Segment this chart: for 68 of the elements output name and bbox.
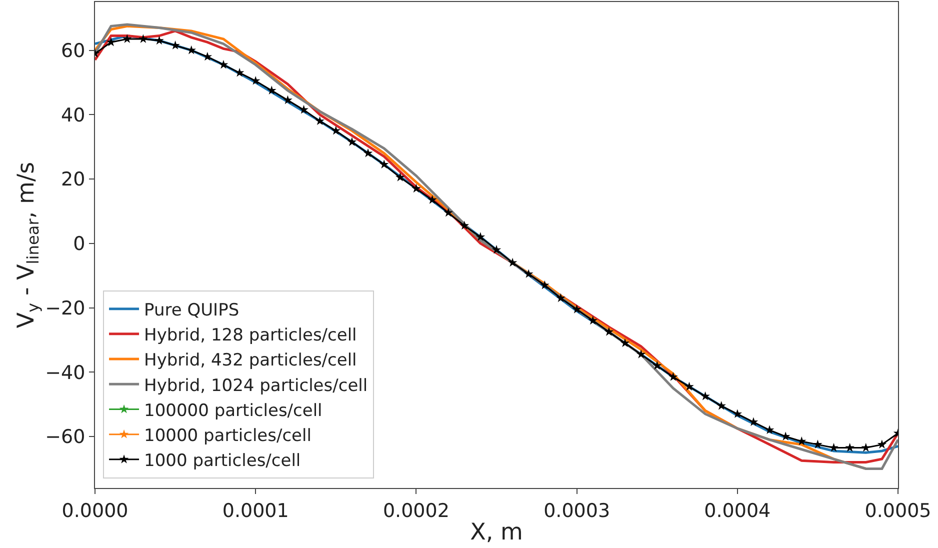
point — [861, 442, 871, 452]
legend-label: Hybrid, 128 particles/cell — [144, 326, 357, 346]
point — [604, 327, 614, 336]
legend-label: 1000 particles/cell — [144, 451, 301, 472]
point — [428, 195, 437, 204]
point — [267, 86, 276, 94]
point — [363, 148, 373, 158]
point — [620, 338, 630, 348]
legend-label: Pure QUIPS — [144, 300, 240, 320]
point — [138, 34, 148, 43]
legend-label: Hybrid, 1024 particles/cell — [144, 376, 368, 396]
point — [299, 104, 308, 114]
point — [476, 232, 486, 241]
legend-label: Hybrid, 432 particles/cell — [144, 350, 357, 371]
point — [636, 350, 646, 358]
y-tick-label: 20 — [61, 168, 86, 191]
point — [154, 36, 164, 45]
y-tick-label: −40 — [45, 362, 86, 384]
y-tick-label: 60 — [61, 40, 86, 62]
point — [684, 382, 694, 391]
x-tick-label: 0.0000 — [62, 500, 128, 522]
point — [460, 220, 470, 230]
point — [395, 172, 405, 182]
y-tick-label: 0 — [73, 233, 86, 256]
point — [234, 68, 244, 77]
point — [877, 440, 887, 449]
point — [764, 425, 774, 434]
point — [845, 442, 854, 452]
y-tick-label: −60 — [45, 426, 86, 448]
point — [444, 208, 453, 217]
legend-label: 100000 particles/cell — [144, 400, 322, 421]
y-tick-label: 40 — [61, 104, 86, 126]
point — [732, 409, 742, 418]
x-axis-title: X, m — [470, 519, 523, 546]
point — [716, 401, 726, 410]
point — [202, 52, 212, 61]
point — [508, 258, 518, 267]
point — [492, 244, 502, 254]
x-tick-label: 0.0003 — [544, 500, 610, 522]
point — [668, 372, 678, 381]
point — [250, 76, 260, 85]
point — [122, 34, 132, 43]
point — [315, 116, 324, 126]
point — [347, 137, 357, 146]
point — [572, 304, 582, 314]
point — [379, 160, 389, 168]
point — [652, 360, 662, 370]
x-tick-label: 0.0005 — [864, 500, 932, 522]
x-tick-label: 0.0004 — [704, 500, 771, 522]
legend-label: 10000 particles/cell — [144, 426, 312, 446]
point — [780, 432, 790, 440]
point — [331, 126, 341, 135]
point — [700, 391, 710, 400]
point — [813, 440, 822, 449]
x-tick-label: 0.0001 — [222, 500, 289, 522]
point — [412, 184, 421, 193]
x-tick-label: 0.0002 — [382, 500, 450, 522]
point — [748, 417, 758, 426]
y-tick-label: −20 — [45, 297, 86, 320]
point — [106, 37, 116, 46]
point — [829, 442, 838, 452]
point — [218, 60, 228, 69]
point — [186, 45, 196, 54]
point — [524, 269, 534, 278]
point — [283, 95, 292, 104]
point — [588, 316, 598, 325]
point — [556, 293, 566, 302]
point — [540, 280, 550, 290]
